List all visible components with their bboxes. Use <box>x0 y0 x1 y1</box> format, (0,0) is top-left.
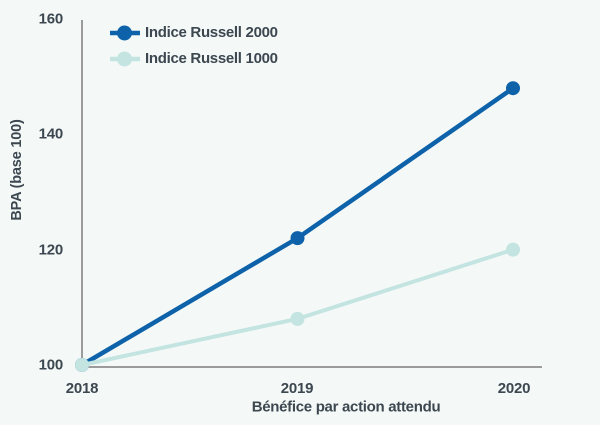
x-axis-title: Bénéfice par action attendu <box>251 398 441 416</box>
legend-marker-russell-2000 <box>110 25 140 41</box>
legend-item-russell-1000: Indice Russell 1000 <box>109 51 278 67</box>
data-point-indice-russell-1000-2020 <box>506 242 520 257</box>
data-point-indice-russell-2000-2019 <box>290 231 305 246</box>
data-point-indice-russell-1000-2018 <box>75 358 89 372</box>
legend-label-russell-2000: Indice Russell 2000 <box>145 24 278 41</box>
legend-item-russell-2000: Indice Russell 2000 <box>109 25 278 41</box>
data-point-indice-russell-1000-2019 <box>290 311 305 326</box>
data-point-indice-russell-2000-2020 <box>506 81 520 96</box>
x-tick-2018: 2018 <box>65 380 99 397</box>
y-tick-160: 160 <box>38 10 64 28</box>
y-axis-title: BPA (base 100) <box>9 119 25 221</box>
chart-legend: Indice Russell 2000 Indice Russell 1000 <box>109 25 278 67</box>
y-tick-120: 120 <box>38 241 64 259</box>
x-tick-2019: 2019 <box>280 380 314 397</box>
x-tick-2020: 2020 <box>497 380 531 397</box>
series-line-indice-russell-1000 <box>80 247 515 367</box>
legend-label-russell-1000: Indice Russell 1000 <box>145 50 278 67</box>
y-tick-140: 140 <box>38 125 64 143</box>
legend-marker-russell-1000 <box>110 51 140 67</box>
y-tick-100: 100 <box>38 356 64 374</box>
